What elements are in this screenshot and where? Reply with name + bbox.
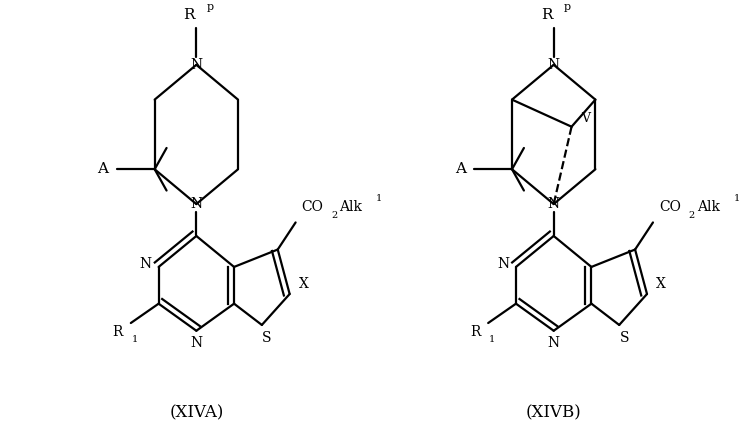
Text: CO: CO (659, 200, 681, 214)
Text: N: N (190, 58, 202, 72)
Text: N: N (547, 336, 559, 350)
Text: 2: 2 (331, 211, 337, 220)
Text: R: R (112, 325, 123, 339)
Text: N: N (190, 336, 202, 350)
Text: Alk: Alk (697, 200, 720, 214)
Text: X: X (299, 277, 309, 291)
Text: 2: 2 (689, 211, 695, 220)
Text: (XIVA): (XIVA) (169, 405, 223, 421)
Text: p: p (207, 2, 214, 12)
Text: Alk: Alk (339, 200, 362, 214)
Text: V: V (581, 111, 590, 125)
Text: N: N (547, 197, 559, 211)
Text: p: p (564, 2, 571, 12)
Text: R: R (541, 7, 553, 21)
Text: 1: 1 (131, 335, 138, 344)
Text: S: S (262, 330, 272, 344)
Text: N: N (190, 197, 202, 211)
Text: 1: 1 (376, 194, 382, 203)
Text: CO: CO (301, 200, 323, 214)
Text: S: S (619, 330, 629, 344)
Text: 1: 1 (733, 194, 740, 203)
Text: (XIVB): (XIVB) (525, 405, 581, 421)
Text: N: N (547, 58, 559, 72)
Text: N: N (140, 257, 152, 271)
Text: N: N (497, 257, 509, 271)
Text: R: R (470, 325, 480, 339)
Text: 1: 1 (489, 335, 495, 344)
Text: X: X (656, 277, 666, 291)
Text: A: A (455, 162, 466, 176)
Text: R: R (183, 7, 195, 21)
Text: A: A (97, 162, 109, 176)
